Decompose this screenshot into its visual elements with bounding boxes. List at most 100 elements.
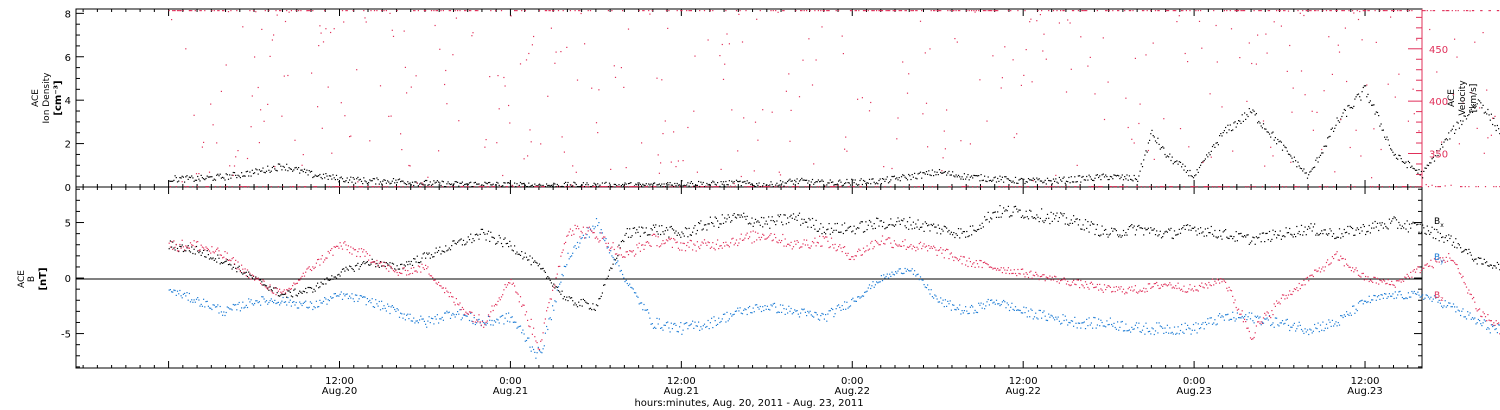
velocity-point [1302,10,1304,12]
velocity-point [1360,155,1362,157]
bx-point [180,246,182,248]
bx-point [1008,216,1011,218]
velocity-point [841,35,843,37]
density-point [421,183,423,185]
bx-point [1147,227,1149,229]
density-point [921,177,923,179]
density-point [919,171,922,173]
velocity-point [356,69,358,71]
density-point [832,181,834,183]
velocity-point [1150,10,1152,12]
velocity-point [952,10,954,12]
bx-point [1347,225,1349,228]
velocity-point [268,10,270,12]
bx-point [957,228,960,230]
density-point [582,182,584,184]
velocity-point [935,186,937,188]
bx-point [721,214,723,216]
bx-point [1146,228,1148,231]
density-point [1070,176,1072,178]
bx-point [552,285,554,287]
velocity-point [1329,10,1331,12]
velocity-point [530,141,532,143]
velocity-point [1401,186,1403,188]
velocity-point [1388,186,1390,188]
density-point [974,175,976,177]
bx-point [1098,234,1100,236]
bx-point [416,255,418,257]
velocity-point [1468,186,1470,188]
bx-point [814,228,816,230]
density-point [660,185,662,187]
velocity-point [1152,42,1154,44]
velocity-point [338,186,340,188]
bx-point [585,301,587,303]
density-point [1226,132,1228,134]
bx-point [669,226,671,228]
density-point [648,183,650,185]
bx-point [1112,230,1114,232]
density-point [961,176,963,178]
density-point [321,178,323,180]
density-point [319,173,321,176]
density-point [933,175,935,177]
density-point [625,183,627,185]
density-point [1420,170,1422,173]
density-point [1255,113,1257,115]
velocity-point [1418,130,1420,132]
bx-point [1248,243,1250,245]
density-point [589,186,592,188]
density-point [765,184,767,186]
velocity-point [553,10,555,12]
bx-point [1471,258,1474,260]
velocity-point [406,92,408,94]
velocity-point [391,29,393,31]
density-point [1117,174,1119,176]
bx-point [1357,228,1360,231]
velocity-point [1257,34,1259,36]
density-point [286,163,288,165]
density-point [198,178,200,180]
bx-point [322,283,325,285]
velocity-point [233,165,236,167]
density-point [1042,182,1044,184]
density-point [1150,133,1152,135]
bx-point [943,225,945,227]
velocity-point [210,103,212,105]
velocity-point [1176,21,1178,23]
density-point [1264,128,1266,130]
velocity-point [403,30,405,32]
bx-point [317,282,319,284]
velocity-point [509,122,511,124]
velocity-point [1191,186,1193,188]
density-point [241,172,243,174]
bx-point [753,222,755,224]
velocity-point [762,109,764,111]
velocity-point [438,150,440,152]
velocity-point [267,103,269,105]
bx-point [1238,233,1240,235]
velocity-point [900,10,903,12]
bx-point [1175,234,1177,236]
bx-point [1185,224,1187,226]
bx-point [1087,221,1089,223]
velocity-point [1095,186,1097,188]
density-point [1194,175,1196,177]
velocity-point [967,185,969,187]
velocity-point [300,10,302,12]
velocity-point [1444,185,1446,187]
bx-point [1032,217,1034,219]
velocity-point [397,186,399,188]
density-point [978,175,980,177]
bx-point [599,297,601,300]
velocity-point [401,149,403,151]
velocity-point [1334,171,1336,173]
velocity-point [1422,10,1424,12]
velocity-point [601,186,603,188]
density-point [597,183,599,185]
bx-point [598,298,600,300]
velocity-point [1340,119,1342,121]
bx-point [212,257,214,259]
velocity-point [269,55,271,57]
velocity-point [389,12,391,14]
